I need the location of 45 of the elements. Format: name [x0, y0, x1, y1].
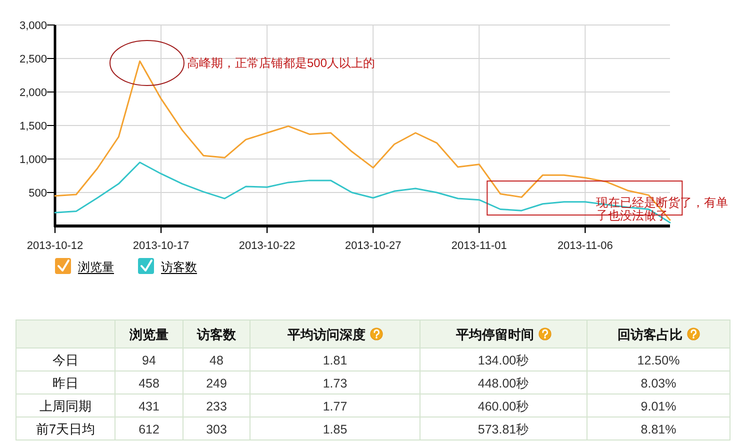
x-tick-label: 2013-11-06: [557, 240, 613, 252]
category-label: 浏览量: [128, 327, 168, 342]
x-tick-label: 2013-10-27: [344, 240, 402, 252]
text: 9.01%: [640, 400, 676, 414]
text: 12.50%: [637, 354, 680, 368]
y-tick-label: 1,500: [19, 120, 47, 132]
x-tick-label: 2013-11-01: [451, 240, 507, 252]
category-label: 回访客占比: [618, 327, 682, 342]
legend-label: 浏览量: [78, 260, 114, 274]
y-tick-label: 500: [28, 188, 47, 200]
text: 1.85: [322, 422, 348, 436]
text: 94: [142, 354, 156, 368]
category-label: 前7天日均: [36, 422, 96, 436]
text: 1.81: [322, 354, 348, 368]
y-tick-label: 3,000: [19, 20, 47, 32]
y-tick-label: 2,000: [19, 87, 47, 99]
text: 431: [138, 400, 160, 414]
text: 460.00秒: [478, 400, 530, 414]
category-label: 昨日: [52, 376, 78, 390]
annotation: 高峰期，正常店铺都是500人以上的: [110, 40, 376, 86]
category-label: 上周同期: [40, 398, 92, 414]
category-label: 今日: [52, 352, 78, 368]
text: 233: [206, 400, 227, 414]
y-tick-label: 1,000: [19, 154, 47, 166]
text: 48: [210, 354, 224, 368]
legend-label: 访客数: [161, 260, 197, 274]
category-label: 平均停留时间: [455, 327, 534, 342]
category-label: 访客数: [196, 327, 237, 342]
text: 1.77: [322, 400, 348, 414]
text: 8.81%: [640, 422, 676, 436]
text: 134.00秒: [478, 354, 530, 368]
x-tick-label: 2013-10-17: [132, 240, 190, 252]
text: 1.73: [322, 376, 348, 390]
x-tick-label: 2013-10-12: [26, 240, 84, 252]
category-label: 平均访问深度: [286, 327, 366, 342]
text: 573.81秒: [478, 422, 530, 436]
x-tick-label: 2013-10-22: [238, 240, 296, 252]
text: 458: [138, 376, 160, 390]
text: 448.00秒: [478, 376, 530, 390]
annotation: 高峰期，正常店铺都是500人以上的: [187, 56, 376, 70]
text: 303: [206, 422, 227, 436]
text: 612: [138, 422, 160, 436]
text: 8.03%: [640, 376, 676, 390]
y-tick-label: 2,500: [19, 54, 47, 66]
text: 249: [206, 376, 227, 390]
